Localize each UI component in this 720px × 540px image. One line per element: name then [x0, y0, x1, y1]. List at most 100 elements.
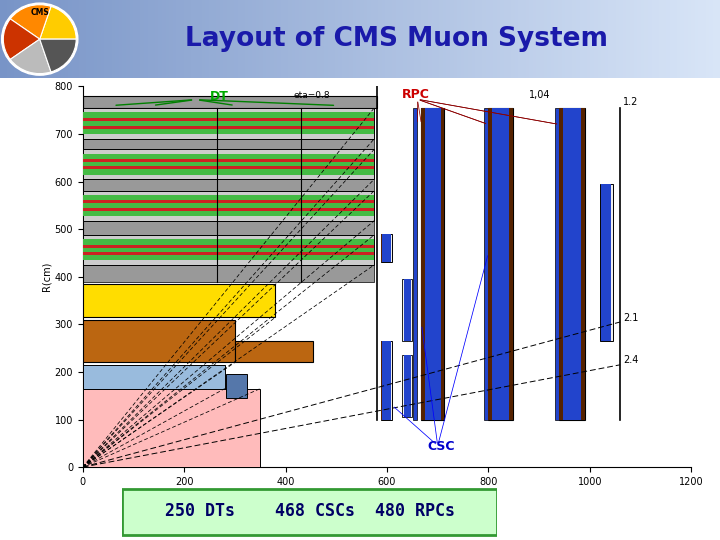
Bar — [381, 341, 382, 420]
Bar — [493, 0, 497, 78]
Bar — [101, 0, 104, 78]
Bar — [382, 0, 385, 78]
Bar — [644, 0, 648, 78]
Bar — [576, 0, 580, 78]
Bar — [104, 0, 108, 78]
Bar — [83, 159, 217, 162]
Text: 1,04: 1,04 — [529, 90, 551, 100]
Bar — [202, 0, 205, 78]
Bar — [209, 0, 212, 78]
Bar — [608, 0, 612, 78]
Bar — [457, 0, 461, 78]
Bar — [217, 235, 301, 265]
Bar — [176, 0, 180, 78]
Bar — [162, 0, 166, 78]
Bar — [418, 0, 421, 78]
Bar — [562, 0, 565, 78]
Bar — [301, 159, 374, 162]
Bar — [616, 0, 619, 78]
Bar — [217, 128, 301, 134]
Bar — [126, 0, 130, 78]
Bar — [14, 0, 18, 78]
Bar — [83, 365, 225, 389]
Bar — [381, 341, 392, 420]
Bar — [248, 0, 252, 78]
Bar — [83, 389, 260, 467]
Bar — [217, 159, 301, 162]
Bar — [217, 168, 301, 175]
Bar — [301, 154, 374, 160]
Bar — [540, 0, 544, 78]
Bar — [108, 0, 112, 78]
Wedge shape — [10, 5, 51, 39]
Bar — [83, 254, 217, 260]
Bar — [472, 0, 475, 78]
Bar — [25, 0, 29, 78]
Bar — [403, 0, 407, 78]
Bar — [396, 0, 400, 78]
Bar — [301, 126, 374, 129]
Bar — [281, 0, 284, 78]
Bar — [83, 221, 374, 235]
Bar — [374, 0, 378, 78]
Bar — [488, 108, 492, 420]
Bar — [252, 0, 256, 78]
Bar — [301, 149, 374, 179]
Bar — [688, 0, 691, 78]
Bar — [695, 0, 698, 78]
Bar — [217, 149, 301, 179]
Bar — [299, 0, 302, 78]
Bar — [198, 0, 202, 78]
Bar — [402, 279, 413, 341]
Bar — [263, 0, 266, 78]
Bar — [601, 0, 605, 78]
Bar — [217, 202, 301, 208]
Bar — [554, 0, 558, 78]
Bar — [533, 0, 536, 78]
Bar — [11, 0, 14, 78]
Bar — [450, 0, 454, 78]
Bar — [217, 239, 301, 245]
Bar — [680, 0, 684, 78]
Bar — [385, 0, 389, 78]
Bar — [217, 166, 301, 170]
Bar — [301, 202, 374, 208]
Bar — [356, 0, 360, 78]
Bar — [421, 108, 425, 420]
Bar — [563, 108, 581, 420]
Bar — [90, 0, 94, 78]
Bar — [529, 0, 533, 78]
Bar — [220, 0, 223, 78]
Bar — [217, 208, 301, 211]
Bar — [18, 0, 22, 78]
Bar — [301, 128, 374, 134]
Bar — [301, 245, 374, 248]
Bar — [301, 108, 374, 139]
X-axis label: Z (cm): Z (cm) — [370, 492, 404, 502]
Bar — [413, 108, 418, 420]
Bar — [97, 0, 101, 78]
Bar — [684, 0, 688, 78]
Bar — [702, 0, 706, 78]
Bar — [698, 0, 702, 78]
Bar — [292, 0, 295, 78]
Bar — [378, 0, 382, 78]
Bar — [83, 245, 217, 248]
Bar — [443, 0, 446, 78]
Bar — [410, 0, 414, 78]
Bar — [83, 108, 217, 139]
Bar — [115, 0, 119, 78]
Bar — [522, 0, 526, 78]
Bar — [217, 126, 301, 129]
Bar — [83, 284, 276, 317]
Bar — [414, 0, 418, 78]
Bar — [313, 0, 317, 78]
Bar — [7, 0, 11, 78]
Bar — [295, 0, 299, 78]
Bar — [72, 0, 76, 78]
Bar — [301, 166, 374, 170]
Bar — [83, 247, 217, 253]
Bar — [284, 0, 288, 78]
Text: 2.4: 2.4 — [623, 355, 638, 366]
Bar — [572, 0, 576, 78]
